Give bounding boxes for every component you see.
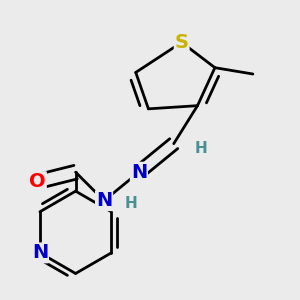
Text: H: H [124, 196, 137, 211]
Text: N: N [32, 243, 48, 262]
Text: S: S [175, 33, 189, 52]
Text: H: H [194, 141, 207, 156]
Text: N: N [131, 163, 147, 182]
Text: N: N [96, 191, 112, 210]
Text: O: O [29, 172, 46, 191]
